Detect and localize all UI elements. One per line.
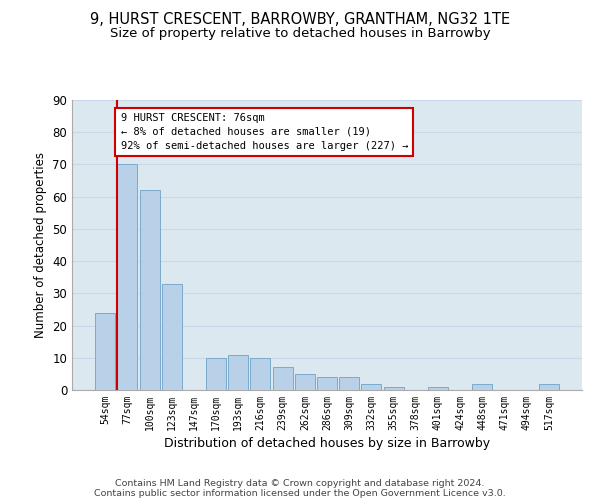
Bar [428, 387, 448, 390]
Text: Contains public sector information licensed under the Open Government Licence v3: Contains public sector information licen… [94, 488, 506, 498]
Bar [272, 368, 293, 390]
Bar [472, 384, 492, 390]
Bar [206, 358, 226, 390]
Bar [228, 354, 248, 390]
Text: 9 HURST CRESCENT: 76sqm
← 8% of detached houses are smaller (19)
92% of semi-det: 9 HURST CRESCENT: 76sqm ← 8% of detached… [121, 113, 408, 151]
Bar [383, 387, 404, 390]
Bar [317, 377, 337, 390]
Bar [140, 190, 160, 390]
Text: Contains HM Land Registry data © Crown copyright and database right 2024.: Contains HM Land Registry data © Crown c… [115, 478, 485, 488]
Text: 9, HURST CRESCENT, BARROWBY, GRANTHAM, NG32 1TE: 9, HURST CRESCENT, BARROWBY, GRANTHAM, N… [90, 12, 510, 28]
Bar [339, 377, 359, 390]
Bar [295, 374, 315, 390]
Text: Size of property relative to detached houses in Barrowby: Size of property relative to detached ho… [110, 28, 490, 40]
Bar [361, 384, 382, 390]
Y-axis label: Number of detached properties: Number of detached properties [34, 152, 47, 338]
Bar [95, 312, 115, 390]
Bar [539, 384, 559, 390]
Bar [250, 358, 271, 390]
X-axis label: Distribution of detached houses by size in Barrowby: Distribution of detached houses by size … [164, 437, 490, 450]
Bar [118, 164, 137, 390]
Bar [162, 284, 182, 390]
